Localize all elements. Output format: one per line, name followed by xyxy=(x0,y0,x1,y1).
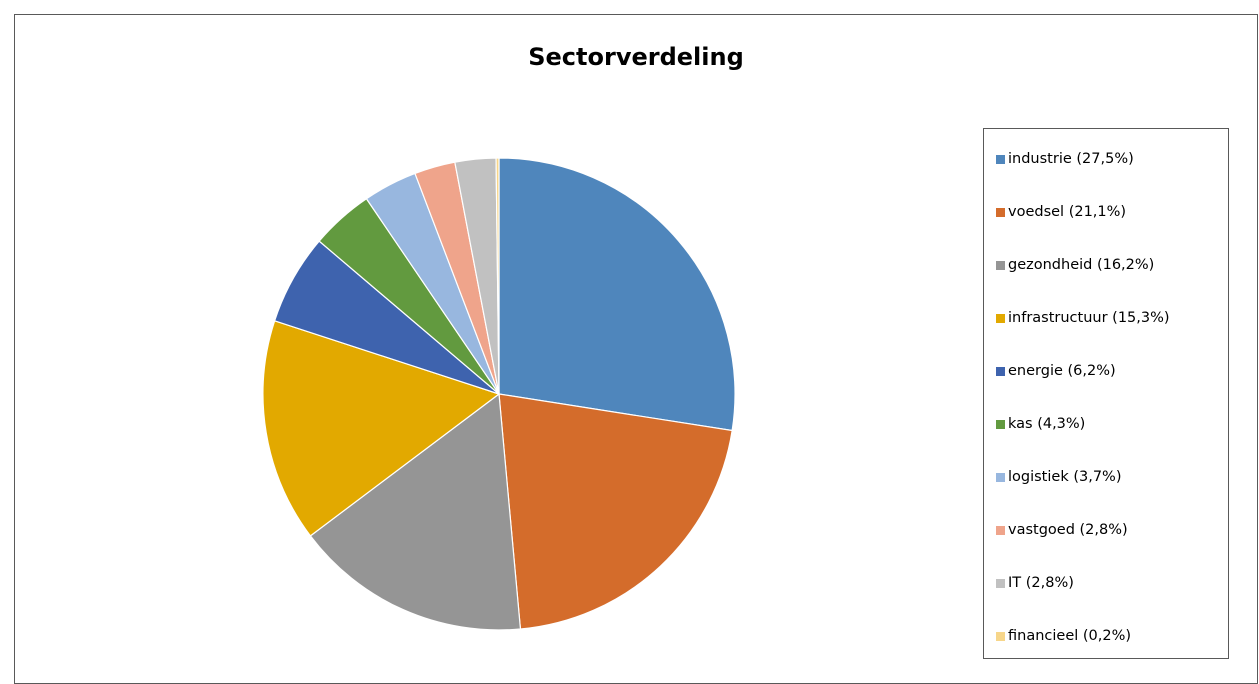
legend-item: gezondheid (16,2%) xyxy=(996,255,1154,275)
legend-swatch xyxy=(996,313,1005,323)
legend-item: logistiek (3,7%) xyxy=(996,467,1121,487)
chart-title: Sectorverdeling xyxy=(528,43,744,71)
legend-item: industrie (27,5%) xyxy=(996,149,1134,169)
legend-item: IT (2,8%) xyxy=(996,573,1074,593)
pie-slice-10 xyxy=(495,157,500,395)
legend-item: energie (6,2%) xyxy=(996,361,1116,381)
pie-slice-1 xyxy=(498,157,736,432)
legend-item: kas (4,3%) xyxy=(996,414,1085,434)
legend-swatch xyxy=(996,472,1005,482)
legend-swatch xyxy=(996,525,1005,535)
legend-label: logistiek (3,7%) xyxy=(1008,469,1122,485)
pie-slice-4 xyxy=(262,320,500,537)
legend-label: financieel (0,2%) xyxy=(1008,628,1132,644)
legend-swatch xyxy=(996,366,1005,376)
legend-label: IT (2,8%) xyxy=(1008,575,1074,591)
legend-label: industrie (27,5%) xyxy=(1008,151,1134,167)
legend-item: financieel (0,2%) xyxy=(996,626,1131,646)
legend-item: vastgoed (2,8%) xyxy=(996,520,1128,540)
legend-swatch xyxy=(996,631,1005,641)
legend-swatch xyxy=(996,154,1005,164)
legend-label: kas (4,3%) xyxy=(1008,416,1086,432)
pie-slices xyxy=(262,157,736,631)
legend-label: voedsel (21,1%) xyxy=(1008,204,1127,220)
legend-swatch xyxy=(996,260,1005,270)
legend-label: gezondheid (16,2%) xyxy=(1008,257,1155,273)
legend-item: infrastructuur (15,3%) xyxy=(996,308,1170,328)
legend-item: voedsel (21,1%) xyxy=(996,202,1126,222)
pie-slice-2 xyxy=(498,393,733,630)
pie-slice-3 xyxy=(309,393,522,631)
legend-swatch xyxy=(996,207,1005,217)
legend-label: energie (6,2%) xyxy=(1008,363,1116,379)
legend: industrie (27,5%) voedsel (21,1%) gezondhe… xyxy=(983,128,1229,659)
legend-label: vastgoed (2,8%) xyxy=(1008,522,1128,538)
legend-swatch xyxy=(996,419,1005,429)
legend-label: infrastructuur (15,3%) xyxy=(1008,310,1170,326)
legend-swatch xyxy=(996,578,1005,588)
